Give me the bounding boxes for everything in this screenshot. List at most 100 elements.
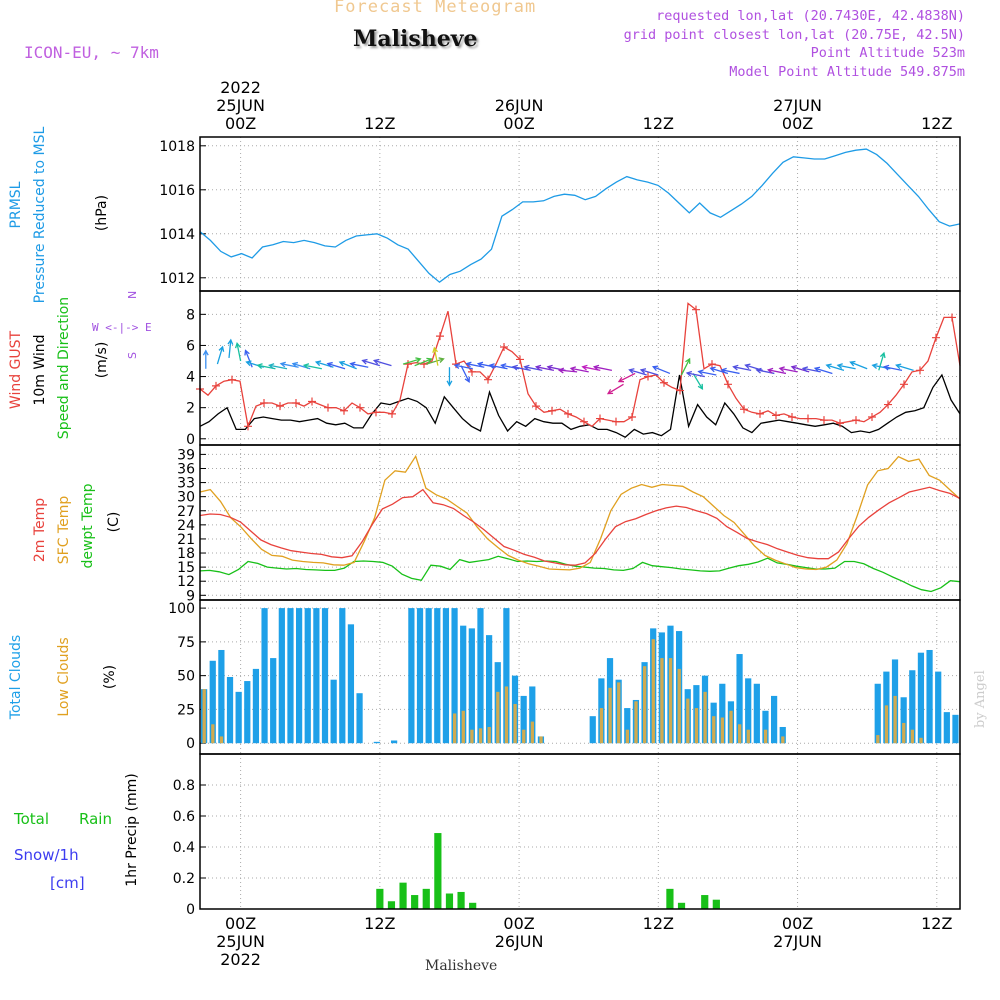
rain-bar (376, 888, 384, 909)
total-cloud-bar (736, 654, 743, 744)
wind-arrow-head (557, 367, 565, 374)
axis-label-pressure: Pressure Reduced to MSL (32, 126, 48, 303)
axis-label-dewpt: dewpt Temp (80, 483, 96, 568)
y-tick-label: 30 (177, 490, 195, 506)
wind-arrow-head (234, 342, 241, 349)
dewpoint-line (199, 555, 961, 593)
wind-arrow (640, 369, 659, 376)
total-cloud-bar (468, 628, 475, 744)
wind-arrow-head (606, 388, 614, 395)
wind-arrow (547, 366, 566, 371)
time-label-bottom: 12Z (921, 914, 952, 933)
label-snow: Snow/1h (14, 846, 79, 864)
rain-bar (399, 882, 407, 909)
wind-arrow-head (227, 338, 234, 345)
time-label-top: 00Z (225, 114, 256, 133)
low-cloud-bar (919, 737, 923, 744)
y-tick-label: 9 (186, 588, 195, 604)
axis-label-ms: (m/s) (94, 342, 110, 379)
wind-arrow (269, 364, 288, 370)
total-cloud-bar (926, 649, 933, 744)
y-tick-label: 0 (186, 736, 195, 752)
gust-marker (276, 402, 284, 411)
wind-arrow-head (415, 357, 422, 363)
y-tick-label: 0.6 (173, 809, 195, 825)
gust-marker (484, 375, 492, 384)
wind-arrow (501, 364, 520, 370)
wind-arrow (872, 364, 891, 370)
gust-marker (228, 375, 236, 384)
label-cm: [cm] (50, 874, 85, 892)
total-cloud-bar (477, 608, 484, 744)
wind-arrow (779, 367, 798, 373)
wind-arrow-head (202, 349, 209, 356)
gust-marker (308, 397, 316, 406)
gust-marker (900, 380, 908, 389)
y-tick-label: 8 (186, 307, 195, 323)
model-label: ICON-EU, ~ 7km (24, 43, 159, 62)
y-tick-label: 21 (177, 532, 195, 548)
total-cloud-bar (779, 726, 786, 744)
time-label-bottom: 00Z (225, 914, 256, 933)
gust-marker (708, 360, 716, 369)
wind-arrow-head (790, 365, 797, 371)
product-title: Forecast Meteogram (334, 0, 537, 17)
gridpoint-lonlat: grid point closest lon,lat (20.75E, 42.5… (623, 27, 965, 43)
axis-label-prmsl: PRMSL (8, 181, 24, 228)
gust-marker (804, 414, 812, 423)
wind-arrow-head (849, 360, 856, 367)
wind-arrow-head (244, 349, 250, 356)
y-tick-label: 75 (177, 635, 195, 651)
axis-label-total-clouds: Total Clouds (8, 635, 24, 720)
low-cloud-bar (219, 736, 224, 744)
total-cloud-bar (719, 683, 726, 744)
y-tick-label: 100 (168, 601, 195, 617)
wind-arrow (433, 347, 439, 366)
gust-marker (260, 399, 268, 407)
time-label-bottom: 2022 (220, 950, 261, 969)
gust-marker (516, 355, 524, 364)
wind-arrow (414, 358, 432, 367)
point-altitude: Point Altitude 523m (810, 45, 965, 61)
low-cloud-bar (660, 658, 664, 744)
wind-arrow-head (766, 367, 774, 374)
low-cloud-bar (668, 658, 673, 744)
wind-arrow-head (476, 361, 484, 368)
pressure-panel-frame (199, 136, 961, 292)
rain-bar (411, 895, 419, 909)
wind-arrow-head (592, 364, 600, 371)
low-cloud-bar (513, 704, 517, 744)
low-cloud-bar (746, 729, 750, 744)
wind-arrow-head (546, 364, 553, 371)
wind-arrow (304, 364, 322, 370)
wind-speed-line (199, 373, 961, 438)
low-cloud-bar (202, 689, 206, 744)
rain-bar (666, 888, 674, 909)
gust-marker (292, 399, 300, 407)
wind-arrow-head (302, 363, 310, 369)
time-label-bottom: 27JUN (773, 932, 822, 951)
gust-marker (756, 409, 764, 418)
axis-label-percent: (%) (102, 665, 118, 689)
gust-marker (612, 417, 620, 426)
total-cloud-bar (226, 677, 234, 744)
y-tick-label: 1014 (159, 227, 195, 243)
gust-marker (404, 360, 412, 369)
wind-arrow-head (279, 361, 286, 368)
wind-arrow-head (744, 363, 751, 370)
gust-marker (868, 413, 876, 421)
wind-arrow-head (813, 366, 821, 373)
wind-arrow-head (534, 364, 542, 371)
time-label-top: 12Z (364, 114, 395, 133)
total-cloud-bar (442, 608, 450, 744)
wind-arrow-head (432, 346, 439, 353)
wind-arrow-head (697, 383, 704, 391)
gust-marker (660, 378, 668, 387)
gust-marker (628, 413, 636, 421)
low-cloud-bar (453, 713, 457, 744)
wind-arrow (594, 366, 613, 371)
time-label-top: 26JUN (495, 96, 544, 115)
total-cloud-bar (339, 608, 346, 744)
gust-marker (676, 386, 684, 395)
wind-arrow-head (778, 366, 785, 373)
